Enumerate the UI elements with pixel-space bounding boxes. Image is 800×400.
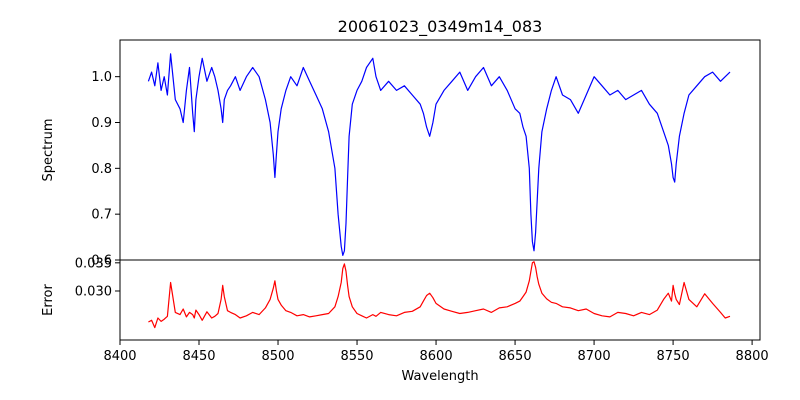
spectrum-series-line xyxy=(147,53,731,256)
error-y-axis-label: Error xyxy=(41,284,56,316)
spectrum-panel: 0.6 0.7 0.8 0.9 1.0 Spectrum xyxy=(41,39,761,269)
x-tick-label: 8550 xyxy=(340,349,373,364)
x-tick-label: 8700 xyxy=(578,349,611,364)
error-y-tick-label: 0.035 xyxy=(75,256,112,271)
spectrum-y-ticks: 0.6 0.7 0.8 0.9 1.0 xyxy=(91,70,120,269)
error-panel: 0.030 0.035 Error xyxy=(41,256,761,341)
chart-title: 20061023_0349m14_083 xyxy=(338,17,543,37)
spectrum-y-tick-label: 0.8 xyxy=(91,162,112,177)
spectrum-y-tick-label: 0.7 xyxy=(91,208,112,223)
x-tick-label: 8400 xyxy=(103,349,136,364)
x-tick-label: 8650 xyxy=(499,349,532,364)
error-y-ticks: 0.030 0.035 xyxy=(75,256,120,299)
spectrum-y-axis-label: Spectrum xyxy=(41,119,56,182)
error-axes-frame xyxy=(119,259,761,341)
spectrum-y-tick-label: 1.0 xyxy=(91,70,112,85)
x-tick-label: 8450 xyxy=(182,349,215,364)
error-y-tick-label: 0.030 xyxy=(75,284,112,299)
spectrum-y-tick-label: 0.9 xyxy=(91,116,112,131)
error-series-line xyxy=(148,261,731,329)
x-axis-label: Wavelength xyxy=(401,369,478,384)
x-tick-label: 8500 xyxy=(261,349,294,364)
x-tick-label: 8750 xyxy=(657,349,690,364)
x-tick-label: 8800 xyxy=(736,349,769,364)
spectrum-y-tick-label: 0.6 xyxy=(91,254,112,269)
x-ticks: 8400 8450 8500 8550 8600 8650 8700 8750 8800 xyxy=(103,340,769,364)
x-tick-label: 8600 xyxy=(420,349,453,364)
